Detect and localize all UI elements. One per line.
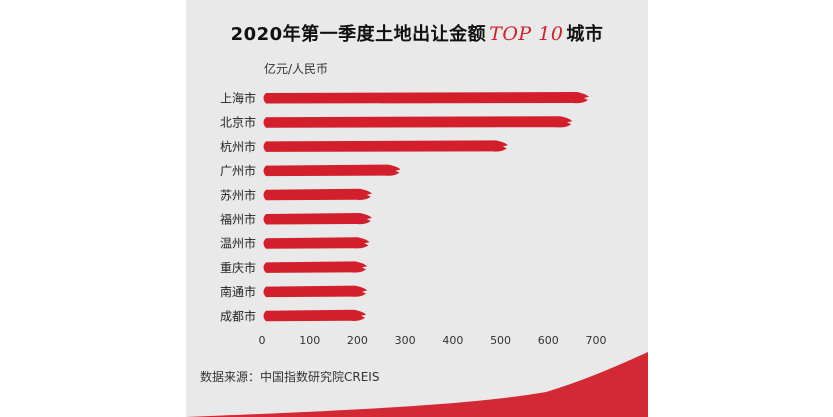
x-tick-label-4: 400 xyxy=(442,334,463,347)
category-label-3: 广州市 xyxy=(220,163,256,178)
bar-7 xyxy=(263,261,367,273)
bar-0 xyxy=(263,92,589,104)
bar-5 xyxy=(263,213,372,225)
bar-1 xyxy=(263,116,573,128)
category-label-9: 成都市 xyxy=(220,308,256,323)
data-source: 数据来源：中国指数研究院CREIS xyxy=(200,370,380,384)
category-label-4: 苏州市 xyxy=(220,187,256,202)
x-tick-label-7: 700 xyxy=(586,334,607,347)
category-label-8: 南通市 xyxy=(220,284,256,299)
category-label-6: 温州市 xyxy=(220,236,256,251)
title-prefix: 2020年第一季度土地出让金额 xyxy=(230,24,487,45)
x-tick-label-1: 100 xyxy=(299,334,320,347)
unit-label: 亿元/人民币 xyxy=(264,62,329,76)
category-label-0: 上海市 xyxy=(220,91,256,106)
x-tick-label-6: 600 xyxy=(538,334,559,347)
bar-4 xyxy=(263,188,372,201)
chart-card: 2020年第一季度土地出让金额 TOP 10 城市 亿元/人民币 上海市北京市杭州市… xyxy=(186,0,648,417)
corner-paint-swipe xyxy=(186,352,648,417)
category-label-2: 杭州市 xyxy=(220,139,256,154)
category-label-5: 福州市 xyxy=(220,212,256,227)
category-label-7: 重庆市 xyxy=(220,260,256,275)
x-tick-label-3: 300 xyxy=(395,334,416,347)
bar-9 xyxy=(263,309,367,322)
chart-title: 2020年第一季度土地出让金额 TOP 10 城市 xyxy=(186,20,648,46)
x-tick-label-0: 0 xyxy=(259,334,266,347)
title-accent: TOP 10 xyxy=(489,23,564,45)
bar-2 xyxy=(263,140,508,152)
category-label-1: 北京市 xyxy=(220,115,256,130)
bar-3 xyxy=(263,164,401,177)
title-suffix: 城市 xyxy=(566,24,604,45)
x-tick-label-2: 200 xyxy=(347,334,368,347)
x-tick-label-5: 500 xyxy=(490,334,511,347)
bar-6 xyxy=(263,237,370,249)
bar-8 xyxy=(263,285,367,298)
